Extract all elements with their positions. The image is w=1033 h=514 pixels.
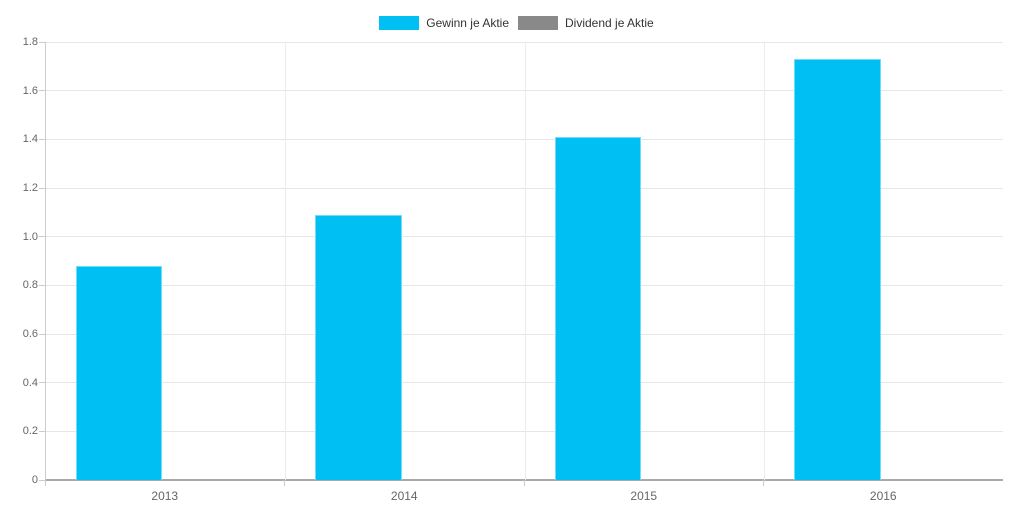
legend-item-gewinn[interactable]: Gewinn je Aktie xyxy=(379,16,509,30)
bar-gewinn-je-aktie-2013[interactable] xyxy=(75,265,163,480)
y-tick-mark-1.2 xyxy=(39,187,45,189)
y-tick-mark-1.6 xyxy=(39,90,45,92)
y-tick-mark-0.4 xyxy=(39,382,45,384)
y-tick-label-1.4: 1.4 xyxy=(22,133,38,146)
gridline-x-boundary-3 xyxy=(764,42,765,480)
x-tick-label-2015: 2015 xyxy=(630,489,658,503)
y-tick-label-0.4: 0.4 xyxy=(22,376,38,389)
legend-swatch-dividend-icon xyxy=(518,16,558,30)
y-tick-mark-1.8 xyxy=(39,41,45,43)
y-tick-mark-1.4 xyxy=(39,138,45,140)
y-tick-mark-0.6 xyxy=(39,333,45,335)
plot-area xyxy=(45,41,1003,481)
bar-gewinn-je-aktie-2014[interactable] xyxy=(315,214,402,480)
x-tick-mark-3 xyxy=(763,480,764,486)
y-tick-label-1.8: 1.8 xyxy=(22,36,38,48)
gridline-x-boundary-1 xyxy=(285,42,286,480)
y-tick-mark-0.2 xyxy=(39,430,45,432)
legend-item-dividend[interactable]: Dividend je Aktie xyxy=(518,16,654,30)
gridline-x-boundary-2 xyxy=(524,42,526,480)
y-tick-label-0: 0 xyxy=(31,474,38,486)
x-tick-label-2014: 2014 xyxy=(390,489,418,503)
x-tick-label-2016: 2016 xyxy=(869,489,897,503)
y-tick-mark-1.0 xyxy=(39,236,45,238)
legend-label-gewinn: Gewinn je Aktie xyxy=(426,16,509,30)
y-tick-label-1.0: 1.0 xyxy=(22,230,38,243)
bar-gewinn-je-aktie-2016[interactable] xyxy=(794,59,881,480)
x-axis-baseline xyxy=(46,479,1003,481)
y-tick-mark-0.8 xyxy=(39,284,45,286)
legend-label-dividend: Dividend je Aktie xyxy=(565,16,654,30)
y-tick-label-1.6: 1.6 xyxy=(22,84,38,97)
x-tick-mark-2 xyxy=(523,480,525,486)
x-tick-mark-1 xyxy=(284,480,285,486)
chart-legend: Gewinn je Aktie Dividend je Aktie xyxy=(0,16,1033,30)
y-tick-label-0.2: 0.2 xyxy=(22,425,38,438)
x-tick-mark-0 xyxy=(45,480,46,486)
y-tick-label-0.8: 0.8 xyxy=(22,279,38,292)
legend-swatch-gewinn-icon xyxy=(379,16,420,30)
y-tick-label-0.6: 0.6 xyxy=(22,328,38,340)
y-tick-label-1.2: 1.2 xyxy=(22,182,38,194)
y-tick-mark-0 xyxy=(39,479,45,481)
bar-gewinn-je-aktie-2015[interactable] xyxy=(554,136,642,480)
x-tick-label-2013: 2013 xyxy=(151,489,179,503)
